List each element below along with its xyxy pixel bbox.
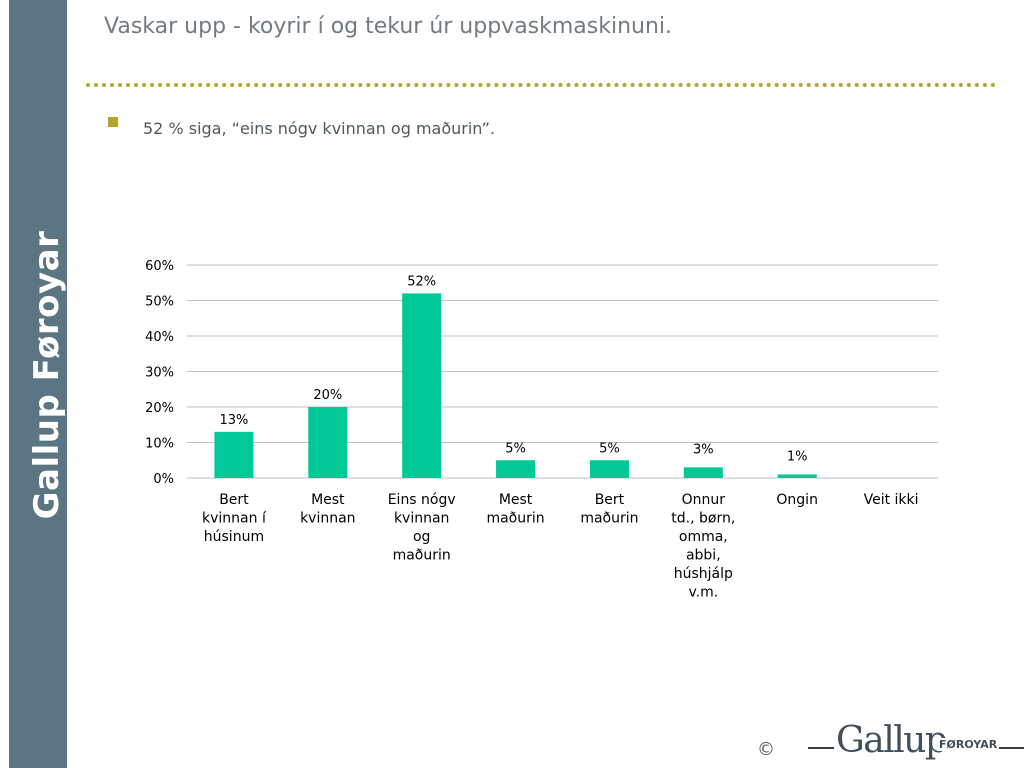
y-tick-label: 20%: [145, 401, 174, 416]
data-label: 5%: [505, 441, 526, 456]
y-tick-label: 60%: [145, 259, 174, 274]
page-title: Vaskar upp - koyrir í og tekur úr uppvas…: [104, 14, 673, 39]
data-label: 52%: [407, 274, 436, 289]
x-tick-label: Bert: [219, 492, 249, 508]
gallup-logo-subtitle: FØROYAR: [937, 738, 1000, 751]
x-tick-label: Ongin: [776, 492, 818, 508]
bullet-text: 52 % siga, “eins nógv kvinnan og maðurin…: [143, 119, 495, 138]
x-tick-label: kvinnan í: [202, 511, 267, 527]
x-tick-label: og: [413, 529, 430, 545]
bullet-icon: [108, 117, 118, 127]
x-tick-label: húshjálp: [674, 566, 733, 582]
bar: [402, 293, 442, 478]
x-tick-label: Mest: [311, 492, 345, 508]
x-tick-label: maðurin: [393, 548, 451, 564]
x-tick-label: maðurin: [486, 511, 544, 527]
bar: [496, 460, 536, 478]
x-tick-label: td., børn,: [671, 511, 735, 527]
data-label: 5%: [599, 441, 620, 456]
bar: [589, 460, 629, 478]
y-tick-label: 50%: [145, 295, 174, 310]
x-tick-label: abbi,: [686, 548, 721, 564]
x-tick-label: Onnur: [682, 492, 726, 508]
x-tick-label: húsinum: [204, 529, 264, 545]
y-tick-label: 10%: [145, 437, 174, 452]
x-tick-label: kvinnan: [394, 511, 449, 527]
title-divider: [86, 83, 996, 87]
data-label: 20%: [313, 388, 342, 403]
data-label: 3%: [693, 442, 714, 457]
bar: [308, 407, 348, 478]
y-tick-label: 40%: [145, 330, 174, 345]
x-tick-label: Eins nógv: [388, 492, 456, 508]
x-tick-label: omma,: [679, 529, 728, 545]
bar: [683, 467, 723, 478]
x-tick-label: Bert: [595, 492, 625, 508]
y-tick-label: 30%: [145, 366, 174, 381]
x-tick-label: maðurin: [580, 511, 638, 527]
x-tick-label: kvinnan: [300, 511, 355, 527]
bar: [777, 474, 817, 478]
bar: [214, 431, 254, 478]
x-tick-label: v.m.: [688, 585, 718, 601]
gallup-logo: Gallup: [834, 720, 949, 761]
sidebar: Gallup Føroyar: [9, 0, 67, 768]
copyright-symbol: ©: [757, 739, 775, 760]
x-tick-label: Mest: [499, 492, 533, 508]
data-label: 13%: [219, 413, 248, 428]
x-tick-label: Veit ikki: [864, 492, 919, 508]
y-tick-label: 0%: [153, 472, 174, 487]
data-label: 1%: [787, 449, 808, 464]
